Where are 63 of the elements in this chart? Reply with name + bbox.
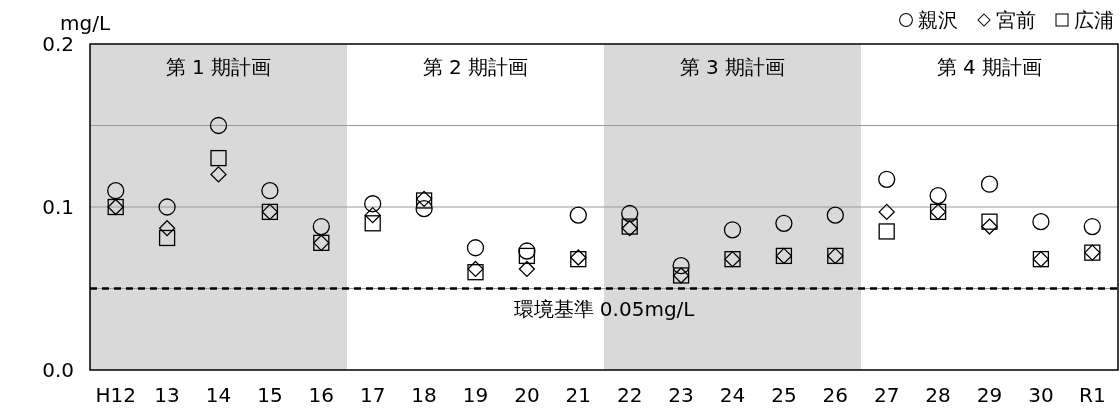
y-tick-label: 0.2 — [42, 32, 74, 56]
point — [929, 186, 947, 205]
y-tick-label: 0.0 — [42, 358, 74, 382]
point — [261, 182, 279, 200]
point — [312, 217, 330, 236]
point — [467, 264, 484, 281]
ref-line-label: 環境基準 0.05mg/L — [513, 296, 696, 321]
point — [981, 218, 998, 235]
x-tick-label: 14 — [205, 383, 232, 407]
point — [878, 223, 895, 240]
point — [364, 215, 381, 232]
point — [466, 239, 485, 257]
point — [364, 195, 382, 213]
point — [158, 220, 176, 237]
x-tick-label: 28 — [925, 383, 951, 407]
x-tick-label: 19 — [462, 383, 489, 407]
point — [569, 206, 587, 224]
point — [518, 242, 536, 260]
point — [210, 166, 227, 183]
x-tick-label: 27 — [873, 383, 900, 407]
x-tick-label: 25 — [771, 383, 797, 407]
annotation: 第 4 期計画 — [936, 55, 1043, 79]
x-tick-label: 20 — [514, 383, 540, 407]
point — [107, 182, 125, 200]
x-tick-label: R1 — [1078, 383, 1106, 407]
x-tick-label: H12 — [95, 383, 136, 407]
point — [621, 204, 639, 223]
legend-label: 親沢 — [918, 8, 958, 32]
x-tick-label: 15 — [257, 383, 283, 407]
point — [415, 199, 433, 218]
legend-label: 宮前 — [996, 8, 1036, 32]
x-tick-label: 26 — [822, 383, 849, 407]
point — [878, 170, 896, 188]
point — [518, 260, 536, 278]
legend-label: 広浦 — [1074, 8, 1114, 32]
y-tick-label: 0.1 — [42, 195, 74, 219]
point — [158, 229, 176, 247]
point — [775, 214, 793, 232]
x-tick-label: 22 — [616, 383, 643, 407]
point — [826, 206, 844, 224]
point — [1083, 217, 1101, 236]
band-label: 第 3 期計画 — [679, 55, 786, 79]
annotation: 第 2 期計画 — [422, 55, 529, 79]
point — [723, 221, 742, 239]
x-tick-label: 13 — [154, 383, 180, 407]
x-tick-label: 16 — [308, 383, 335, 407]
x-tick-label: 18 — [411, 383, 437, 407]
x-tick-label: 24 — [719, 383, 746, 407]
x-tick-label: 30 — [1028, 383, 1054, 407]
point — [209, 116, 228, 135]
point — [1032, 213, 1050, 231]
x-tick-label: 29 — [976, 383, 1003, 407]
x-tick-label: 23 — [668, 383, 694, 407]
point — [672, 257, 690, 275]
y-axis-title: mg/L — [60, 11, 111, 35]
x-tick-label: 17 — [359, 383, 386, 407]
point — [980, 175, 999, 193]
point — [518, 247, 536, 265]
point — [158, 198, 176, 216]
band-label: 第 1 期計画 — [165, 55, 272, 79]
point — [981, 213, 998, 230]
x-tick-label: 21 — [565, 383, 592, 407]
point — [210, 149, 227, 167]
